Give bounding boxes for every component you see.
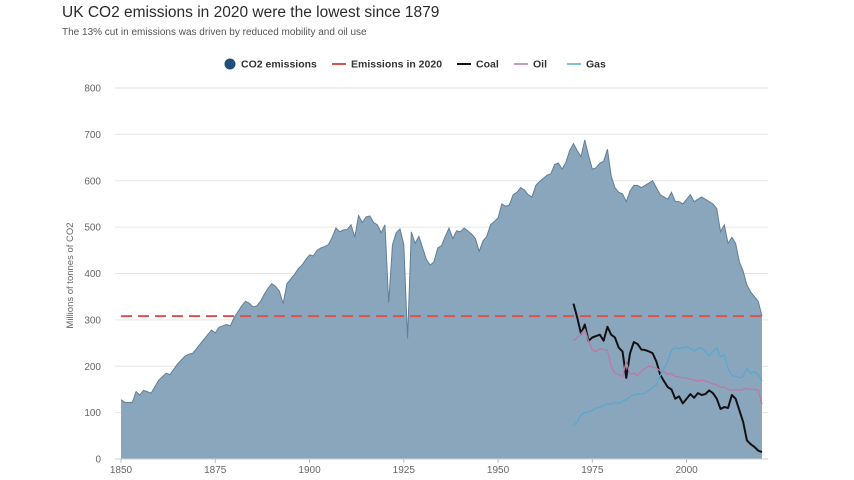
y-tick-label: 200 xyxy=(84,362,101,373)
y-tick-label: 100 xyxy=(84,408,101,419)
x-tick-label: 1875 xyxy=(204,465,227,476)
legend-item-oil: Oil xyxy=(514,59,547,71)
legend-swatch xyxy=(224,58,236,70)
legend-item-co2-emissions: CO2 emissions xyxy=(224,58,317,71)
co2-area-series xyxy=(120,139,763,459)
y-tick-label: 400 xyxy=(84,269,101,280)
y-tick-label: 300 xyxy=(84,315,101,326)
chart-title: UK CO2 emissions in 2020 were the lowest… xyxy=(62,4,440,21)
gas-line xyxy=(573,346,763,427)
y-tick-label: 700 xyxy=(84,130,101,141)
legend: CO2 emissions Emissions in 2020 Coal Oil Gas xyxy=(224,58,606,71)
x-tick-label: 1850 xyxy=(110,465,133,476)
legend-label: Gas xyxy=(586,59,606,71)
legend-label: Coal xyxy=(476,59,499,71)
co2-area-outline xyxy=(120,139,763,403)
legend-item-gas: Gas xyxy=(567,59,606,71)
x-tick-label: 1975 xyxy=(581,465,604,476)
x-tick-label: 1900 xyxy=(298,465,321,476)
legend-label: Emissions in 2020 xyxy=(351,59,442,71)
y-axis-label: Millions of tonnes of CO2 xyxy=(65,222,76,328)
x-tick-label: 1925 xyxy=(393,465,416,476)
y-tick-label: 800 xyxy=(84,84,101,95)
oil-line xyxy=(573,328,763,405)
chart-subtitle: The 13% cut in emissions was driven by r… xyxy=(62,27,367,38)
legend-item-emissions-in-2020: Emissions in 2020 xyxy=(332,59,442,71)
y-tick-label: 600 xyxy=(84,176,101,187)
legend-label: CO2 emissions xyxy=(241,59,317,71)
legend-label: Oil xyxy=(533,59,547,71)
co2-area-fill xyxy=(121,139,762,459)
x-tick-label: 1950 xyxy=(487,465,510,476)
axes: 0 100 200 300 400 500 600 700 800 1850 1875 1900 192… xyxy=(65,84,768,476)
y-tick-label: 500 xyxy=(84,223,101,234)
legend-item-coal: Coal xyxy=(457,59,499,71)
coal-line xyxy=(572,303,763,453)
y-tick-label: 0 xyxy=(95,455,101,466)
x-tick-label: 2000 xyxy=(675,465,698,476)
fuel-lines-group xyxy=(572,303,763,453)
